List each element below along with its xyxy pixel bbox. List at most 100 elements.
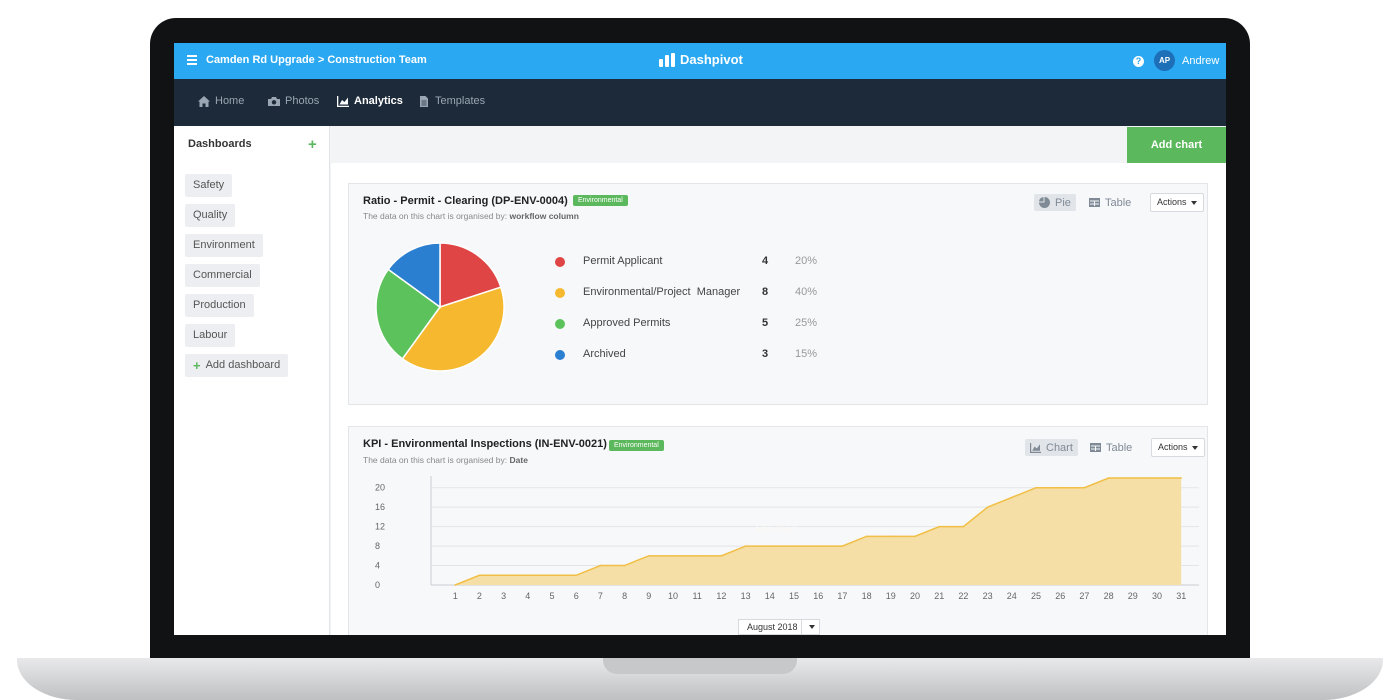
data-point[interactable]: [1107, 477, 1110, 479]
y-tick-label: 12: [375, 522, 385, 532]
pie-chart: [375, 242, 505, 372]
data-point[interactable]: [454, 584, 456, 586]
y-tick-label: 8: [375, 541, 380, 551]
data-point[interactable]: [914, 535, 916, 538]
chart-view-button[interactable]: Chart: [1025, 439, 1078, 456]
dashboard-item-environment[interactable]: Environment: [185, 234, 263, 257]
main-nav: Home Photos Analytics Templates: [174, 79, 1226, 126]
table-icon: [1090, 443, 1101, 452]
data-point[interactable]: [890, 535, 892, 538]
dashboard-item-commercial[interactable]: Commercial: [185, 264, 260, 287]
avatar[interactable]: AP: [1154, 50, 1175, 71]
data-point[interactable]: [986, 506, 989, 508]
dashboard-item-production[interactable]: Production: [185, 294, 254, 317]
data-point[interactable]: [1156, 477, 1158, 479]
add-dashboard-button[interactable]: + Add dashboard: [185, 354, 289, 377]
pie-slice[interactable]: [401, 286, 505, 372]
data-point[interactable]: [696, 555, 698, 557]
actions-label: Actions: [1157, 197, 1187, 207]
pie-view-button[interactable]: Pie: [1034, 194, 1076, 211]
legend-swatch: [555, 288, 565, 298]
pie-slice[interactable]: [387, 242, 441, 309]
data-point[interactable]: [648, 555, 650, 557]
data-point[interactable]: [1035, 486, 1037, 489]
area-chart-card: KPI - Environmental Inspections (IN-ENV-…: [348, 426, 1208, 635]
dashboards-sidebar: Dashboards + Safety Quality Environment …: [174, 126, 330, 635]
x-tick-label: 10: [668, 591, 678, 601]
data-point[interactable]: [938, 525, 940, 528]
y-tick-label: 0: [375, 580, 380, 590]
nav-item-templates[interactable]: Templates: [418, 95, 485, 107]
month-selector[interactable]: August 2018: [738, 619, 820, 635]
data-point[interactable]: [720, 555, 723, 557]
dashboard-item-safety[interactable]: Safety: [185, 174, 233, 197]
data-point[interactable]: [1180, 477, 1182, 479]
add-chart-button[interactable]: Add chart: [1127, 127, 1226, 163]
x-tick-label: 11: [693, 591, 702, 601]
nav-item-photos[interactable]: Photos: [268, 95, 319, 107]
data-point[interactable]: [744, 545, 747, 547]
nav-item-analytics[interactable]: Analytics: [337, 95, 403, 107]
category-tag: Environmental: [609, 440, 664, 451]
legend-label: Archived: [583, 348, 626, 360]
data-point[interactable]: [527, 574, 529, 577]
dashboard-item-labour[interactable]: Labour: [185, 324, 236, 347]
add-dashboard-label: Add dashboard: [205, 359, 281, 371]
card-title: Ratio - Permit - Clearing (DP-ENV-0004): [363, 195, 568, 207]
actions-dropdown[interactable]: Actions: [1150, 193, 1204, 212]
data-point[interactable]: [1059, 486, 1061, 489]
x-tick-label: 22: [958, 591, 968, 601]
data-point[interactable]: [1132, 477, 1134, 479]
data-point[interactable]: [575, 574, 577, 577]
x-tick-label: 18: [862, 591, 872, 601]
chart-view-label: Chart: [1046, 441, 1073, 454]
x-tick-label: 12: [716, 591, 726, 601]
data-point[interactable]: [841, 545, 844, 547]
data-point[interactable]: [502, 574, 505, 577]
legend-percent: 15%: [795, 348, 818, 360]
x-tick-label: 23: [983, 591, 993, 601]
data-point[interactable]: [1083, 486, 1086, 489]
card-subtitle: The data on this chart is organised by: …: [363, 455, 528, 465]
data-point[interactable]: [1011, 496, 1013, 499]
subtitle-value: workflow column: [509, 211, 579, 221]
data-point[interactable]: [865, 535, 868, 538]
add-dashboard-plus-icon[interactable]: +: [308, 136, 317, 153]
data-point[interactable]: [623, 564, 626, 567]
area-fill: [455, 478, 1182, 585]
data-point[interactable]: [793, 545, 795, 547]
data-point[interactable]: [478, 574, 481, 577]
pie-slice[interactable]: [439, 242, 502, 309]
user-name[interactable]: Andrew: [1182, 55, 1220, 67]
pie-icon: [1039, 197, 1050, 208]
table-icon: [1089, 198, 1100, 207]
table-view-button[interactable]: Table: [1084, 194, 1136, 211]
hamburger-menu-icon[interactable]: [187, 55, 197, 65]
x-tick-label: 25: [1031, 591, 1041, 601]
data-point[interactable]: [962, 525, 965, 528]
pie-slice[interactable]: [375, 268, 442, 360]
data-point[interactable]: [551, 574, 553, 577]
legend-percent: 25%: [795, 317, 818, 329]
pie-chart-card: Ratio - Permit - Clearing (DP-ENV-0004) …: [348, 183, 1208, 405]
y-tick-label: 20: [375, 483, 385, 493]
legend-label: Approved Permits: [583, 317, 671, 329]
home-icon: [198, 95, 210, 107]
help-icon[interactable]: ?: [1133, 56, 1144, 67]
dashboard-item-quality[interactable]: Quality: [185, 204, 236, 227]
caret-down-icon: [809, 625, 815, 629]
actions-dropdown[interactable]: Actions: [1151, 438, 1205, 457]
data-point[interactable]: [769, 545, 771, 547]
sidebar-title: Dashboards: [188, 138, 252, 150]
x-tick-label: 14: [765, 591, 775, 601]
brand-logo[interactable]: Dashpivot: [659, 52, 743, 67]
data-point[interactable]: [672, 555, 674, 557]
breadcrumb[interactable]: Camden Rd Upgrade > Construction Team: [206, 54, 427, 66]
table-view-button[interactable]: Table: [1085, 439, 1137, 456]
data-point[interactable]: [817, 545, 819, 547]
y-tick-label: 16: [375, 502, 385, 512]
x-tick-label: 19: [886, 591, 896, 601]
data-point[interactable]: [599, 564, 602, 567]
nav-item-home[interactable]: Home: [198, 95, 244, 107]
table-view-label: Table: [1105, 196, 1132, 209]
